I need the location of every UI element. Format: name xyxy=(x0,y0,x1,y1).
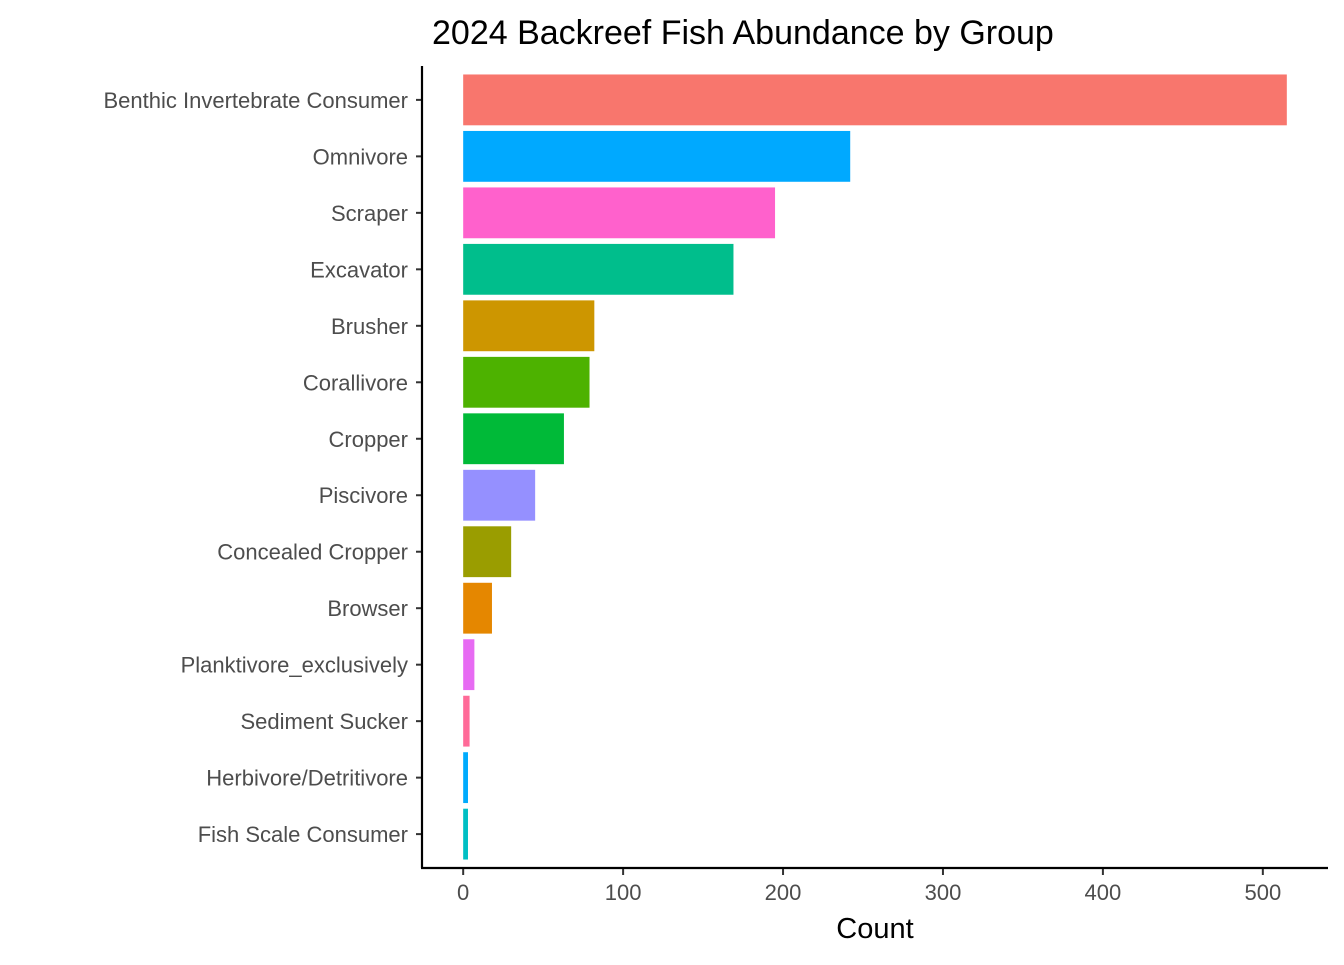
bar xyxy=(463,413,564,465)
bar xyxy=(463,356,590,408)
bar xyxy=(463,808,468,860)
y-tick-label: Browser xyxy=(327,596,408,621)
y-tick-label: Planktivore_exclusively xyxy=(181,653,408,678)
bar xyxy=(463,300,595,352)
y-tick-label: Fish Scale Consumer xyxy=(198,822,408,847)
y-tick-label: Scraper xyxy=(331,201,408,226)
bar xyxy=(463,130,851,182)
bar xyxy=(463,526,512,578)
chart-title: 2024 Backreef Fish Abundance by Group xyxy=(432,14,1054,52)
bar xyxy=(463,695,470,747)
x-axis-title: Count xyxy=(836,913,913,945)
y-tick-label: Cropper xyxy=(329,427,408,452)
y-tick-label: Concealed Cropper xyxy=(217,540,408,565)
y-tick-label: Omnivore xyxy=(313,144,408,169)
x-tick-label: 300 xyxy=(925,880,962,905)
x-tick-label: 200 xyxy=(765,880,802,905)
x-tick-label: 400 xyxy=(1085,880,1122,905)
y-tick-label: Excavator xyxy=(310,257,408,282)
bar xyxy=(463,243,734,295)
bar xyxy=(463,639,475,691)
y-tick-label: Piscivore xyxy=(319,483,408,508)
x-tick-label: 500 xyxy=(1244,880,1281,905)
y-tick-label: Sediment Sucker xyxy=(240,709,408,734)
bar xyxy=(463,187,776,239)
bar xyxy=(463,469,536,521)
y-tick-label: Benthic Invertebrate Consumer xyxy=(104,88,409,113)
y-tick-label: Corallivore xyxy=(303,370,408,395)
y-tick-label: Brusher xyxy=(331,314,408,339)
x-tick-label: 100 xyxy=(605,880,642,905)
y-tick-label: Herbivore/Detritivore xyxy=(206,766,408,791)
bar xyxy=(463,752,468,804)
bar xyxy=(463,74,1287,126)
bar xyxy=(463,582,492,634)
x-tick-label: 0 xyxy=(457,880,469,905)
